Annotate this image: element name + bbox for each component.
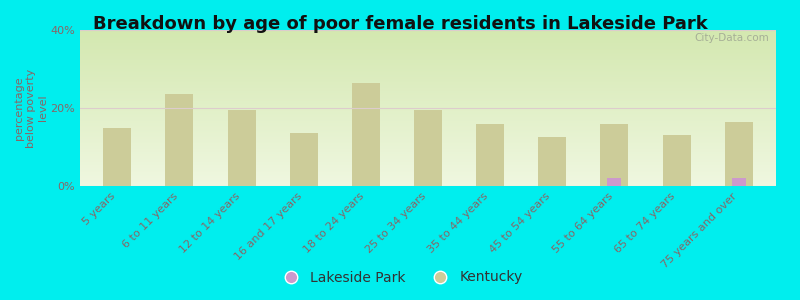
Y-axis label: percentage
below poverty
level: percentage below poverty level bbox=[14, 68, 48, 148]
Bar bbox=[601, 124, 629, 186]
Legend: Lakeside Park, Kentucky: Lakeside Park, Kentucky bbox=[271, 265, 529, 290]
Bar bbox=[352, 82, 380, 186]
Bar bbox=[662, 135, 690, 186]
Bar bbox=[103, 128, 131, 186]
Bar bbox=[476, 124, 504, 186]
Bar bbox=[538, 137, 566, 186]
Bar bbox=[414, 110, 442, 186]
Text: Breakdown by age of poor female residents in Lakeside Park: Breakdown by age of poor female resident… bbox=[93, 15, 707, 33]
Bar bbox=[732, 178, 746, 186]
Bar bbox=[607, 178, 622, 186]
Bar bbox=[290, 133, 318, 186]
Bar bbox=[227, 110, 255, 186]
Bar bbox=[725, 122, 753, 186]
Bar bbox=[166, 94, 194, 186]
Text: City-Data.com: City-Data.com bbox=[694, 33, 769, 43]
